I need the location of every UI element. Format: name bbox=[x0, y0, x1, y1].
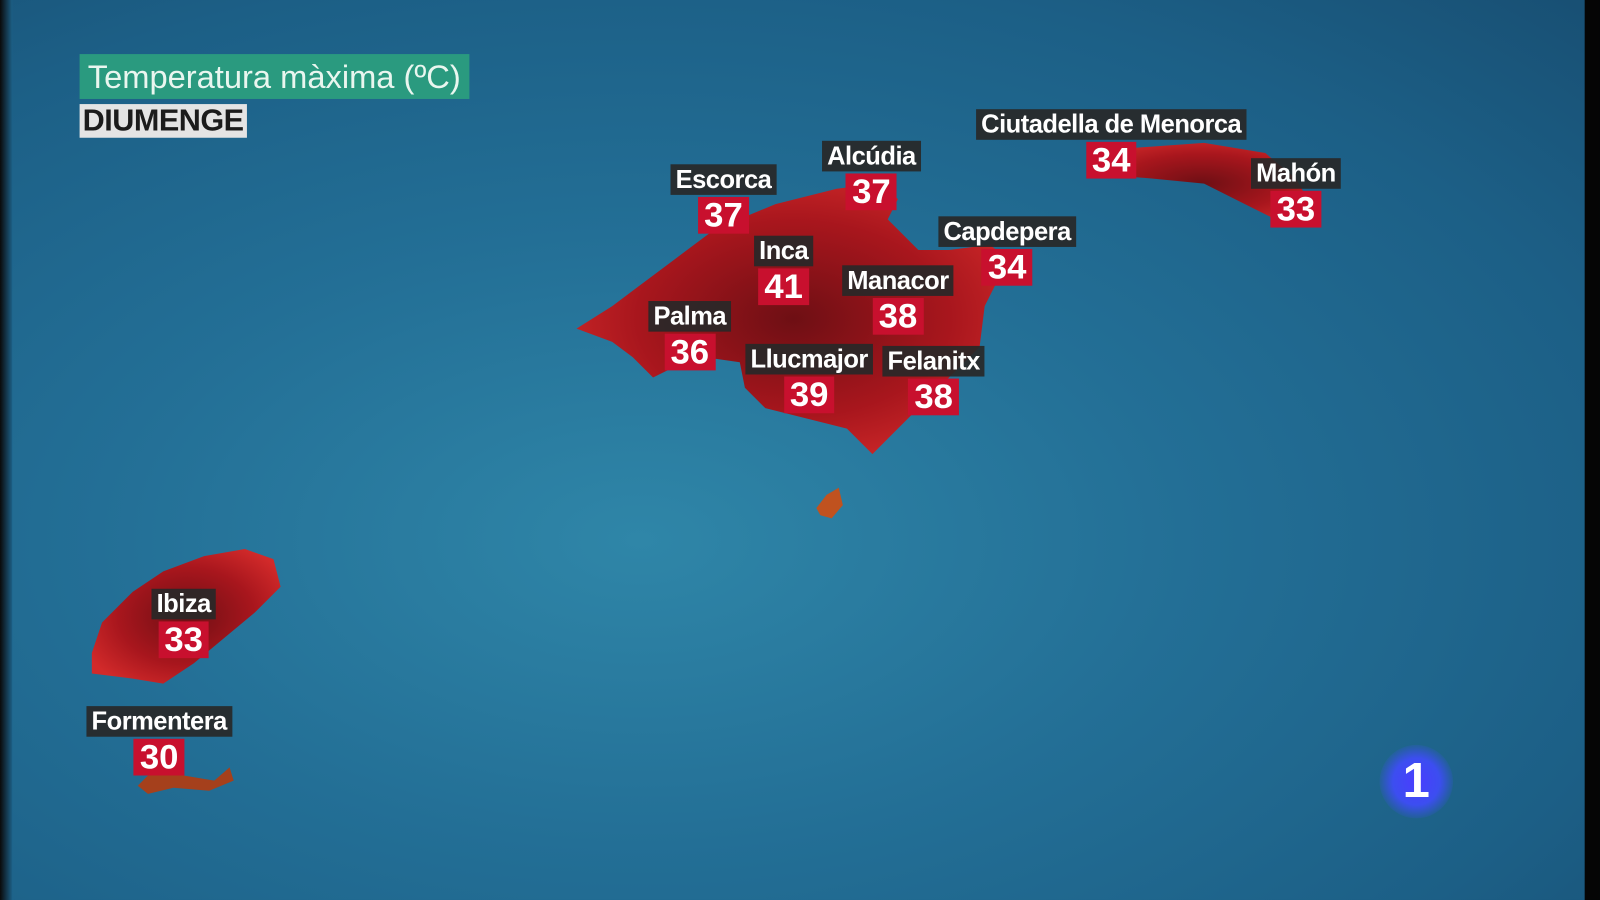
temperature-value: 39 bbox=[783, 377, 835, 414]
day-label: DIUMENGE bbox=[79, 104, 247, 138]
location-ciutadella: Ciutadella de Menorca 34 bbox=[976, 109, 1247, 179]
island-mallorca bbox=[576, 183, 1011, 455]
temperature-value: 30 bbox=[133, 739, 185, 776]
temperature-value: 33 bbox=[1270, 190, 1322, 228]
temperature-value: 38 bbox=[872, 298, 924, 335]
location-escorca: Escorca 37 bbox=[670, 164, 777, 234]
temperature-value: 33 bbox=[158, 621, 210, 659]
location-mahon: Mahón 33 bbox=[1250, 158, 1341, 228]
location-name: Formentera bbox=[86, 706, 232, 737]
location-name: Ibiza bbox=[151, 588, 216, 620]
temperature-value: 41 bbox=[758, 268, 810, 305]
location-llucmajor: Llucmajor 39 bbox=[745, 343, 873, 414]
frame-edge bbox=[0, 0, 13, 900]
location-alcudia: Alcúdia 37 bbox=[822, 140, 921, 211]
location-name: Capdepera bbox=[938, 216, 1076, 247]
map-title: Temperatura màxima (ºC) bbox=[79, 54, 469, 99]
temperature-value: 34 bbox=[981, 248, 1033, 286]
temperature-value: 37 bbox=[698, 196, 749, 234]
location-name: Ciutadella de Menorca bbox=[976, 109, 1247, 140]
location-name: Llucmajor bbox=[745, 343, 873, 375]
temperature-value: 38 bbox=[908, 379, 960, 416]
location-name: Escorca bbox=[670, 164, 777, 195]
location-name: Mahón bbox=[1250, 158, 1341, 189]
location-name: Inca bbox=[754, 235, 814, 267]
island-cabrera bbox=[816, 487, 843, 519]
location-felanitx: Felanitx 38 bbox=[882, 345, 985, 416]
location-palma: Palma 36 bbox=[648, 301, 732, 370]
location-capdepera: Capdepera 34 bbox=[938, 216, 1076, 286]
location-name: Palma bbox=[648, 301, 732, 332]
location-name: Alcúdia bbox=[822, 140, 921, 172]
frame-edge bbox=[1584, 0, 1600, 900]
location-inca: Inca 41 bbox=[754, 235, 814, 305]
channel-logo-text: 1 bbox=[1402, 754, 1430, 809]
temperature-value: 36 bbox=[664, 333, 716, 370]
location-name: Felanitx bbox=[882, 345, 985, 377]
location-name: Manacor bbox=[842, 265, 954, 296]
location-manacor: Manacor 38 bbox=[842, 265, 954, 335]
location-ibiza: Ibiza 33 bbox=[151, 588, 216, 659]
temperature-value: 34 bbox=[1085, 141, 1137, 179]
location-formentera: Formentera 30 bbox=[86, 706, 232, 776]
temperature-value: 37 bbox=[845, 173, 897, 211]
channel-logo: 1 bbox=[1379, 744, 1454, 819]
